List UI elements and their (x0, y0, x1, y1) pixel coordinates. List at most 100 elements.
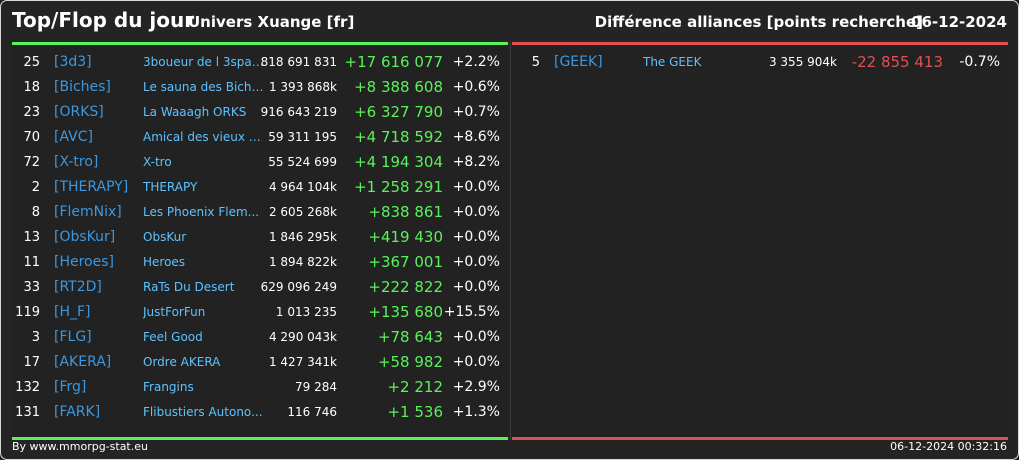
points-cell: 55 524 699 (268, 155, 337, 169)
diff-cell: +4 718 592 (354, 128, 443, 146)
points-cell: 4 964 104k (268, 180, 337, 194)
percent-cell: +0.0% (452, 354, 500, 370)
top-row: 13 [ObsKur] ObsKur 1 846 295k +419 430 +0.0% (12, 225, 508, 250)
percent-cell: +2.2% (452, 54, 500, 70)
diff-cell: +838 861 (368, 203, 443, 221)
alliance-tag[interactable]: [H_F] (54, 304, 91, 320)
points-cell: 116 746 (287, 405, 337, 419)
percent-cell: +0.0% (452, 229, 500, 245)
top-row: 33 [RT2D] RaTs Du Desert 629 096 249 +222 82… (12, 275, 508, 300)
rank-cell: 17 (23, 355, 40, 370)
generated-timestamp: 06-12-2024 00:32:16 (890, 440, 1007, 453)
alliance-tag[interactable]: [GEEK] (554, 54, 603, 70)
diff-cell: +367 001 (368, 253, 443, 271)
alliance-name[interactable]: THERAPY (143, 180, 198, 194)
alliance-name[interactable]: Flibustiers Autono... (143, 405, 263, 419)
alliance-tag[interactable]: [Biches] (54, 79, 111, 95)
top-row: 25 [3d3] 3boueur de l 3spac... 818 691 831 +… (12, 50, 508, 75)
percent-cell: +8.2% (452, 154, 500, 170)
top-row: 3 [FLG] Feel Good 4 290 043k +78 643 +0.0% (12, 325, 508, 350)
rank-cell: 70 (23, 130, 40, 145)
diff-cell: +78 643 (377, 328, 443, 346)
diff-cell: +419 430 (368, 228, 443, 246)
alliance-tag[interactable]: [Frg] (54, 379, 87, 395)
percent-cell: +0.0% (452, 179, 500, 195)
alliance-name[interactable]: Les Phoenix Flem... (143, 205, 260, 219)
rank-cell: 8 (31, 205, 40, 220)
alliance-name[interactable]: Amical des vieux co... (143, 130, 267, 144)
percent-cell: +0.0% (452, 279, 500, 295)
rank-cell: 13 (23, 230, 40, 245)
diff-cell: +6 327 790 (354, 103, 443, 121)
flop-row: 5 [GEEK] The GEEK 3 355 904k -22 855 413 -0.7… (512, 50, 1008, 75)
points-cell: 1 846 295k (268, 230, 337, 244)
diff-cell: +1 258 291 (354, 178, 443, 196)
alliance-tag[interactable]: [AKERA] (54, 354, 112, 370)
rank-cell: 132 (15, 380, 40, 395)
diff-cell: +1 536 (387, 403, 443, 421)
rank-cell: 18 (23, 80, 40, 95)
rank-cell: 72 (23, 155, 40, 170)
alliance-name[interactable]: Heroes (143, 255, 186, 269)
diff-cell: +4 194 304 (354, 153, 443, 171)
top-row: 131 [FARK] Flibustiers Autono... 116 746 +1 … (12, 400, 508, 425)
alliance-tag[interactable]: [ObsKur] (54, 229, 116, 245)
alliance-name[interactable]: Ordre AKERA (143, 355, 221, 369)
rank-cell: 3 (31, 330, 40, 345)
percent-cell: -0.7% (959, 54, 1000, 70)
top-row: 2 [THERAPY] THERAPY 4 964 104k +1 258 291 +0.… (12, 175, 508, 200)
flop-list: 5 [GEEK] The GEEK 3 355 904k -22 855 413 -0.7… (512, 42, 1008, 440)
top-row: 18 [Biches] Le sauna des Biche... 1 393 868… (12, 75, 508, 100)
top-list: 25 [3d3] 3boueur de l 3spac... 818 691 831 +… (12, 42, 508, 440)
diff-cell: +58 982 (377, 353, 443, 371)
percent-cell: +1.3% (452, 404, 500, 420)
alliance-name[interactable]: X-tro (143, 155, 172, 169)
points-cell: 1 393 868k (268, 80, 337, 94)
alliance-name[interactable]: Le sauna des Biche... (143, 80, 267, 94)
percent-cell: +2.9% (452, 379, 500, 395)
rank-cell: 23 (23, 105, 40, 120)
points-cell: 3 355 904k (768, 55, 837, 69)
alliance-name[interactable]: La Waaagh ORKS (143, 105, 247, 119)
percent-cell: +8.6% (452, 129, 500, 145)
alliance-name[interactable]: JustForFun (143, 305, 206, 319)
top-row: 23 [ORKS] La Waaagh ORKS 916 643 219 +6 327 … (12, 100, 508, 125)
top-row: 8 [FlemNix] Les Phoenix Flem... 2 605 268k +… (12, 200, 508, 225)
points-cell: 916 643 219 (260, 105, 337, 119)
alliance-name[interactable]: 3boueur de l 3spac... (143, 55, 267, 69)
alliance-tag[interactable]: [FlemNix] (54, 204, 122, 220)
header-date: 06-12-2024 (911, 13, 1007, 31)
alliance-tag[interactable]: [ORKS] (54, 104, 104, 120)
top-row: 11 [Heroes] Heroes 1 894 822k +367 001 +0.0% (12, 250, 508, 275)
alliance-tag[interactable]: [RT2D] (54, 279, 102, 295)
rank-cell: 25 (23, 55, 40, 70)
alliance-name[interactable]: ObsKur (143, 230, 187, 244)
alliance-tag[interactable]: [FLG] (54, 329, 92, 345)
alliance-tag[interactable]: [AVC] (54, 129, 93, 145)
points-cell: 1 013 235 (275, 305, 337, 319)
alliance-tag[interactable]: [FARK] (54, 404, 101, 420)
alliance-name[interactable]: RaTs Du Desert (143, 280, 235, 294)
alliance-tag[interactable]: [X-tro] (54, 154, 99, 170)
alliance-tag[interactable]: [THERAPY] (54, 179, 129, 195)
rank-cell: 119 (15, 305, 40, 320)
alliance-tag[interactable]: [3d3] (54, 54, 92, 70)
percent-cell: +0.6% (452, 79, 500, 95)
alliance-name[interactable]: Frangins (143, 380, 194, 394)
alliance-tag[interactable]: [Heroes] (54, 254, 114, 270)
alliance-name[interactable]: The GEEK (643, 55, 702, 69)
points-cell: 629 096 249 (260, 280, 337, 294)
top-row: 17 [AKERA] Ordre AKERA 1 427 341k +58 982 +0.… (12, 350, 508, 375)
category-label: Différence alliances [points recherche] (594, 13, 923, 31)
alliance-name[interactable]: Feel Good (143, 330, 203, 344)
percent-cell: +0.0% (452, 204, 500, 220)
percent-cell: +0.0% (452, 329, 500, 345)
points-cell: 79 284 (295, 380, 337, 394)
rank-cell: 2 (31, 180, 40, 195)
points-cell: 2 605 268k (268, 205, 337, 219)
points-cell: 818 691 831 (260, 55, 337, 69)
source-credit: By www.mmorpg-stat.eu (12, 440, 148, 453)
universe-label: Univers Xuange [fr] (188, 13, 355, 31)
diff-cell: +222 822 (368, 278, 443, 296)
diff-cell: +135 680 (368, 303, 443, 321)
